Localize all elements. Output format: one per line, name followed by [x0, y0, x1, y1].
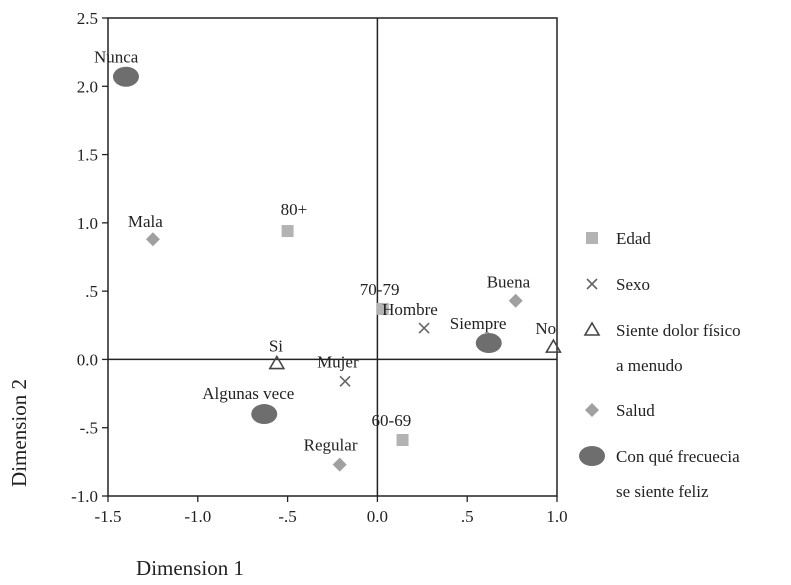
point-label: Mujer — [317, 352, 359, 371]
point-con-qu-frecuecia-se-siente-feliz — [251, 404, 278, 425]
point-con-qu-frecuecia-se-siente-feliz — [475, 333, 502, 354]
legend-marker — [586, 278, 598, 290]
y-tick-label: 0.0 — [77, 350, 98, 369]
legend-item: Salud — [585, 401, 655, 420]
y-tick-label: 2.5 — [77, 9, 98, 28]
point-label: Algunas vece — [202, 384, 294, 403]
legend-item: Edad — [586, 229, 651, 248]
legend-marker — [583, 321, 601, 336]
plot-frame — [107, 17, 558, 497]
point-sexo — [418, 322, 430, 334]
x-axis-title: Dimension 1 — [136, 556, 244, 580]
point-label: Nunca — [94, 48, 139, 67]
point-label: Hombre — [382, 300, 438, 319]
legend-label: Edad — [616, 229, 651, 248]
x-tick-label: -1.0 — [184, 507, 211, 526]
point-label: Si — [269, 337, 283, 356]
y-tick-label: .5 — [85, 282, 98, 301]
point-edad — [281, 225, 294, 238]
point-label: 70-79 — [360, 280, 400, 299]
legend-item: Siente dolor físico a menudo — [583, 321, 741, 375]
point-label: 80+ — [281, 200, 308, 219]
legend-item: Sexo — [586, 275, 650, 294]
y-tick-label: 1.5 — [77, 146, 98, 165]
x-tick-label: -.5 — [278, 507, 296, 526]
y-tick-label: 2.0 — [77, 77, 98, 96]
legend-label: Salud — [616, 401, 655, 420]
point-label: Regular — [304, 436, 358, 455]
legend-marker — [586, 232, 598, 244]
legend-marker — [585, 403, 599, 417]
x-tick-label: 0.0 — [367, 507, 388, 526]
y-tick-label: -.5 — [80, 419, 98, 438]
y-axis-title: Dimension 2 — [7, 379, 31, 487]
legend-item: Con qué frecuecia se siente feliz — [579, 446, 740, 501]
x-tick-label: -1.5 — [95, 507, 122, 526]
x-tick-label: 1.0 — [546, 507, 567, 526]
point-label: No — [535, 319, 556, 338]
point-siente-dolor-f-sico-a-menudo — [268, 354, 286, 370]
point-label: 60-69 — [372, 411, 412, 430]
point-label: Mala — [128, 212, 163, 231]
point-sexo — [339, 375, 351, 387]
point-edad — [376, 302, 389, 315]
legend-label: Siente dolor físico — [616, 321, 741, 340]
point-siente-dolor-f-sico-a-menudo — [545, 338, 562, 353]
y-tick-label: 1.0 — [77, 214, 98, 233]
legend-label: a menudo — [616, 356, 683, 375]
y-tick-label: -1.0 — [71, 487, 98, 506]
point-salud — [332, 457, 347, 472]
point-con-qu-frecuecia-se-siente-feliz — [112, 66, 139, 87]
point-salud — [508, 293, 523, 308]
point-edad — [396, 434, 409, 447]
point-label: Siempre — [450, 314, 507, 333]
x-tick-label: .5 — [461, 507, 474, 526]
legend-label: Sexo — [616, 275, 650, 294]
legend-marker — [579, 446, 605, 466]
point-label: Buena — [487, 273, 531, 292]
point-salud — [145, 232, 160, 247]
legend-label: Con qué frecuecia — [616, 447, 740, 466]
legend-label: se siente feliz — [616, 482, 709, 501]
